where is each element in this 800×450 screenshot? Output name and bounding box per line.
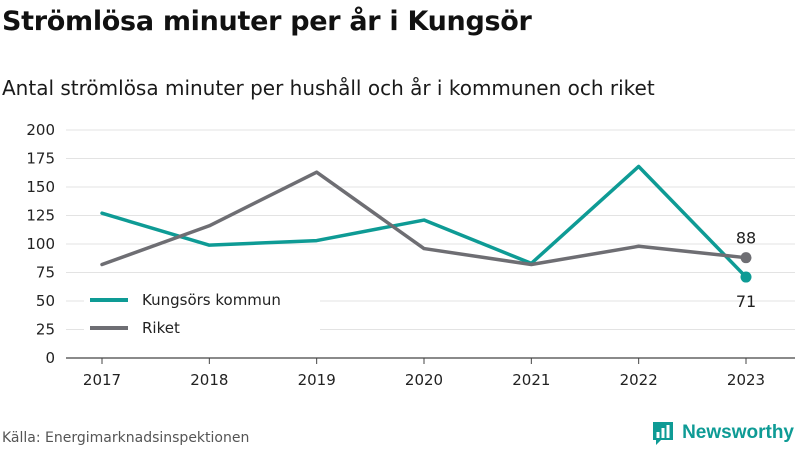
x-tick-label: 2021 (512, 371, 550, 389)
chart-subtitle: Antal strömlösa minuter per hushåll och … (2, 76, 655, 100)
y-tick-label: 200 (26, 121, 55, 139)
series-line-0 (100, 164, 748, 279)
y-tick-label: 150 (26, 178, 55, 196)
brand: Newsworthy (651, 420, 794, 446)
x-tick-label: 2020 (405, 371, 443, 389)
newsworthy-logo-icon (653, 422, 674, 445)
chart-title: Strömlösa minuter per år i Kungsör (2, 6, 532, 37)
legend-label-1: Riket (142, 319, 180, 337)
series-end-point-0 (740, 271, 752, 283)
end-value-label-0: 71 (736, 292, 756, 311)
x-tick-label: 2019 (298, 371, 336, 389)
x-tick-label: 2017 (83, 371, 121, 389)
legend-label-0: Kungsörs kommun (142, 291, 281, 309)
y-tick-label: 25 (36, 321, 55, 339)
x-tick-label: 2022 (620, 371, 658, 389)
end-value-label-1: 88 (736, 229, 756, 248)
x-tick-label: 2023 (727, 371, 765, 389)
y-tick-label: 100 (26, 235, 55, 253)
series-line-1 (100, 170, 748, 267)
series-end-point-1 (740, 252, 752, 264)
y-tick-label: 175 (26, 150, 55, 168)
source-note: Källa: Energimarknadsinspektionen (2, 430, 250, 446)
brand-name: Newsworthy (682, 422, 794, 443)
axes: 0 25 50 75 100 125 150 175 200 2017 2018 2019 2020 20… (26, 121, 765, 389)
line-chart: 0 25 50 75 100 125 150 175 200 2017 2018 2019 2020 20… (26, 121, 795, 389)
x-tick-label: 2018 (190, 371, 228, 389)
y-tick-label: 125 (26, 207, 55, 225)
end-labels: 71 88 (736, 229, 756, 311)
y-tick-label: 75 (36, 264, 55, 282)
grid-lines (66, 129, 795, 359)
y-tick-label: 50 (36, 292, 55, 310)
series-lines (100, 164, 752, 283)
y-tick-label: 0 (45, 349, 55, 367)
legend: Kungsörs kommun Riket (84, 287, 320, 343)
legend-background (84, 287, 320, 343)
